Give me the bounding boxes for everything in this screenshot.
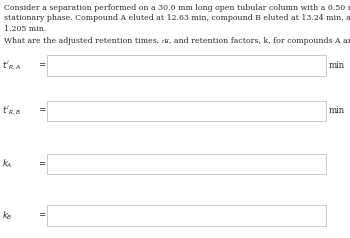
Text: =: =	[38, 106, 45, 115]
Text: 1.205 min.: 1.205 min.	[4, 25, 46, 33]
Text: $t'_{R,A}$: $t'_{R,A}$	[2, 59, 21, 72]
Text: $k_B$: $k_B$	[2, 209, 13, 222]
Text: What are the adjusted retention times, ᵣʁ, and retention factors, k, for compoun: What are the adjusted retention times, ᵣ…	[4, 37, 350, 45]
Text: =: =	[38, 211, 45, 220]
Text: =: =	[38, 61, 45, 70]
FancyBboxPatch shape	[47, 154, 326, 174]
Text: stationary phase. Compound A eluted at 12.63 min, compound B eluted at 13.24 min: stationary phase. Compound A eluted at 1…	[4, 14, 350, 22]
FancyBboxPatch shape	[47, 55, 326, 76]
Text: =: =	[38, 160, 45, 169]
Text: min: min	[328, 106, 344, 115]
Text: min: min	[328, 61, 344, 70]
Text: $t'_{R,B}$: $t'_{R,B}$	[2, 104, 21, 117]
Text: $k_A$: $k_A$	[2, 158, 13, 170]
Text: Consider a separation performed on a 30.0 mm long open tubular column with a 0.5: Consider a separation performed on a 30.…	[4, 4, 350, 12]
FancyBboxPatch shape	[47, 205, 326, 226]
FancyBboxPatch shape	[47, 101, 326, 121]
